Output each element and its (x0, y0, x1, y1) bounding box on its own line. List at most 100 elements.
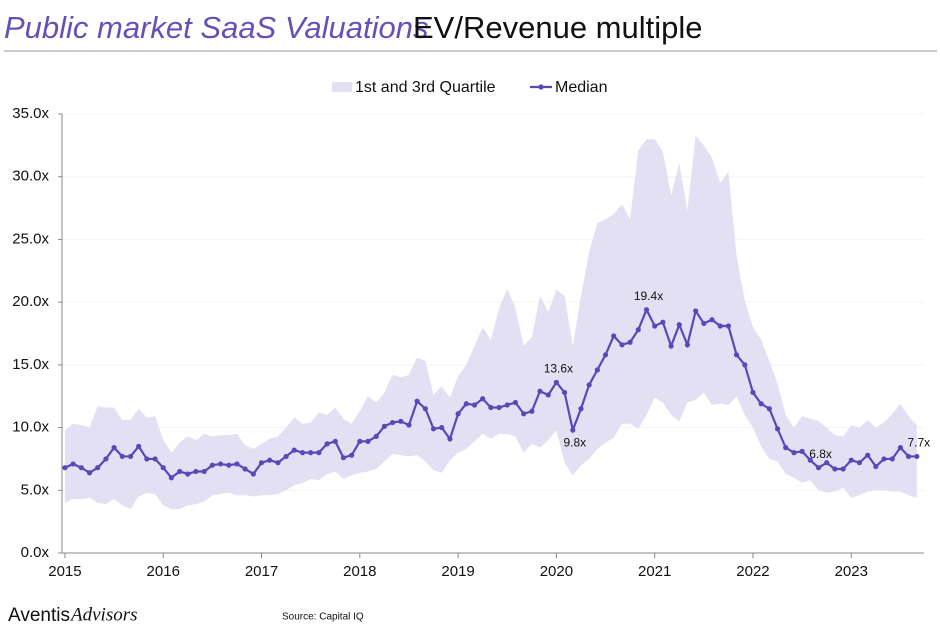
median-point (865, 452, 871, 458)
median-point (103, 456, 109, 462)
y-tick-label: 35.0x (12, 105, 49, 122)
median-point (889, 456, 895, 462)
median-point (455, 411, 461, 417)
median-point (914, 453, 920, 460)
median-point (553, 379, 559, 386)
brand-name: Aventis (8, 605, 70, 626)
median-point (701, 320, 707, 327)
data-label: 6.8x (809, 447, 832, 461)
median-point (660, 319, 666, 325)
median-point (185, 471, 191, 477)
x-tick-label: 2019 (441, 563, 474, 580)
y-tick-label: 0.0x (21, 544, 50, 561)
x-tick-label: 2023 (835, 563, 868, 580)
median-point (316, 450, 322, 456)
median-point (512, 399, 519, 406)
median-point (95, 465, 101, 471)
median-point (766, 406, 772, 412)
median-point (160, 465, 166, 471)
x-tick-label: 2022 (736, 563, 769, 580)
median-point (717, 323, 723, 329)
median-point (578, 406, 584, 412)
median-point (873, 463, 879, 470)
legend-label: 1st and 3rd Quartile (355, 79, 496, 96)
data-label: 13.6x (544, 362, 573, 376)
median-point (250, 471, 256, 477)
median-point (209, 462, 215, 468)
median-point (627, 339, 633, 345)
median-point (725, 323, 732, 329)
median-point (693, 308, 699, 314)
median-point (815, 465, 822, 471)
median-point (652, 323, 658, 329)
legend-label: Median (555, 79, 607, 96)
median-point (447, 436, 453, 442)
median-point (349, 452, 355, 458)
median-point (496, 404, 502, 411)
median-point (414, 398, 420, 404)
median-point (193, 468, 199, 475)
median-point (340, 455, 347, 461)
median-point (840, 466, 846, 472)
median-point (430, 426, 437, 432)
median-point (561, 389, 568, 396)
median-point (619, 342, 625, 348)
median-point (406, 422, 412, 428)
median-point (504, 402, 510, 408)
median-point (602, 352, 609, 358)
y-tick-label: 15.0x (12, 356, 49, 373)
median-point (742, 362, 748, 368)
median-point (545, 392, 551, 398)
median-point (332, 438, 338, 444)
median-point (226, 462, 232, 468)
median-point (291, 447, 297, 453)
brand-name: Advisors (69, 604, 138, 625)
median-point (611, 333, 617, 339)
median-point (824, 460, 830, 466)
median-point (799, 448, 805, 455)
median-point (570, 427, 576, 433)
median-point (201, 468, 207, 475)
median-point (275, 460, 281, 466)
y-tick-label: 30.0x (12, 168, 49, 185)
median-point (668, 343, 674, 349)
median-point (168, 475, 174, 481)
median-point (177, 468, 183, 475)
data-label: 19.4x (634, 289, 663, 303)
y-tick-label: 5.0x (21, 481, 50, 498)
median-point (488, 404, 494, 411)
median-point (594, 367, 600, 373)
median-point (422, 406, 428, 412)
median-point (521, 411, 527, 417)
median-point (217, 461, 224, 467)
y-tick-label: 10.0x (12, 419, 49, 436)
data-label: 7.7x (907, 436, 930, 450)
median-point (152, 456, 158, 462)
median-point (783, 445, 789, 451)
x-tick-label: 2020 (540, 563, 573, 580)
median-point (439, 424, 445, 431)
median-point (308, 450, 314, 456)
median-point (774, 426, 781, 432)
median-point (807, 457, 813, 463)
median-point (881, 456, 887, 462)
median-point (635, 327, 641, 333)
median-point (791, 450, 797, 456)
median-point (234, 461, 240, 467)
median-point (856, 460, 863, 466)
median-point (758, 401, 764, 407)
median-point (537, 388, 543, 394)
median-point (463, 401, 469, 407)
median-point (684, 342, 691, 348)
median-point (733, 352, 740, 358)
median-point (119, 453, 125, 460)
quartile-band (64, 135, 917, 510)
median-point (905, 453, 912, 460)
median-point (299, 450, 306, 456)
median-point (242, 466, 248, 472)
median-point (365, 438, 371, 444)
x-tick-label: 2017 (245, 563, 278, 580)
median-point (676, 322, 682, 328)
chart-subtitle: EV/Revenue multiple (413, 10, 703, 45)
